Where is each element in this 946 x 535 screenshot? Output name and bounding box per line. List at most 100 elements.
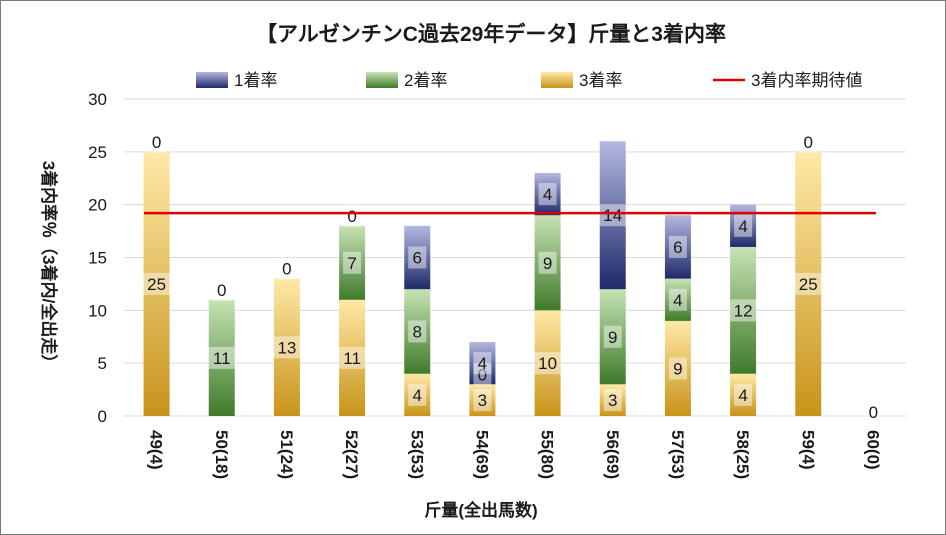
data-label-bg: [794, 272, 823, 295]
data-label: 14: [603, 206, 622, 225]
data-label: 4: [478, 354, 487, 373]
data-label-bg: [734, 383, 753, 406]
bar-segment: [599, 289, 626, 385]
bars: [143, 141, 822, 417]
data-label-bg: [212, 278, 231, 301]
bar-segment: [664, 320, 691, 416]
bar-segment: [534, 215, 561, 311]
gridlines: [124, 98, 906, 417]
bar-segment: [599, 141, 626, 290]
bar-segment: [273, 278, 300, 416]
data-label: 0: [869, 403, 878, 422]
data-label: 0: [217, 281, 226, 300]
data-label-bg: [473, 389, 492, 412]
data-label-bg: [408, 320, 427, 343]
data-label-bg: [734, 214, 753, 237]
data-label: 0: [804, 133, 813, 152]
chart-title: 【アルゼンチンC過去29年データ】斤量と3着内率: [256, 22, 726, 46]
data-label-bg: [799, 130, 818, 153]
bar-segment: [469, 342, 496, 385]
data-label: 6: [673, 238, 682, 257]
x-axis-ticks: 49(4) 50(18) 51(24) 52(27) 53(53) 54(69) 55(80…: [147, 430, 883, 479]
x-tick-label: 51(24): [277, 430, 296, 479]
bar-segment: [339, 225, 366, 300]
data-label-bg: [729, 299, 758, 322]
bar-segment: [143, 151, 170, 417]
data-label-bg: [864, 401, 883, 423]
legend-swatch: [541, 72, 573, 88]
y-tick-label: 10: [88, 301, 107, 320]
data-label-bg: [147, 130, 166, 153]
bar-segment: [730, 373, 757, 416]
data-label-bg: [668, 357, 687, 380]
data-label: 0: [347, 207, 356, 226]
y-tick-label: 0: [98, 407, 107, 426]
x-tick-label: 58(25): [733, 430, 752, 479]
legend-label: 1着率: [234, 71, 277, 90]
x-tick-label: 55(80): [538, 430, 557, 479]
data-label: 11: [213, 349, 231, 368]
data-label-bg: [598, 204, 627, 227]
data-label: 4: [413, 386, 422, 405]
bar-segment: [730, 204, 757, 247]
data-label-bg: [272, 336, 301, 359]
data-label: 25: [147, 275, 166, 294]
y-tick-label: 20: [88, 196, 107, 215]
data-label: 3: [608, 391, 617, 410]
bar-segment: [534, 172, 561, 216]
data-label-bg: [668, 288, 687, 311]
data-label-bg: [473, 363, 492, 386]
bar-segment: [404, 225, 431, 290]
x-tick-label: 54(69): [472, 430, 491, 479]
data-label: 12: [734, 301, 753, 320]
data-label: 4: [673, 291, 682, 310]
y-tick-label: 30: [88, 90, 107, 109]
data-label-bg: [533, 352, 562, 375]
data-label-bg: [668, 235, 687, 258]
data-label: 13: [277, 338, 296, 357]
data-label-bg: [343, 251, 362, 274]
bar-segment: [404, 373, 431, 416]
data-label-bg: [603, 325, 622, 348]
data-label: 4: [543, 185, 552, 204]
legend: 1着率 2着率 3着率 3着内率期待値: [196, 71, 862, 90]
x-tick-label: 50(18): [212, 430, 231, 479]
data-label-bg: [603, 389, 622, 412]
y-axis-title: 3着内率％（3着内/全出走）: [39, 161, 59, 372]
data-label-bg: [538, 183, 557, 206]
x-tick-label: 57(53): [668, 430, 687, 479]
data-label: 0: [152, 133, 161, 152]
x-tick-label: 59(4): [798, 430, 817, 470]
bar-segment: [664, 278, 691, 321]
x-tick-label: 52(27): [342, 430, 361, 479]
bar-segment: [664, 215, 691, 279]
data-label: 25: [799, 275, 818, 294]
x-axis-title: 斤量(全出馬数): [424, 500, 537, 520]
x-tick-label: 56(69): [603, 430, 622, 479]
bar-segment: [208, 299, 235, 416]
data-label: 6: [413, 249, 422, 268]
x-tick-label: 60(0): [863, 430, 882, 470]
legend-label: 2着率: [404, 71, 447, 90]
data-label: 9: [673, 359, 682, 378]
data-label: 11: [343, 349, 361, 368]
legend-swatch: [196, 72, 228, 88]
data-label: 3: [478, 391, 487, 410]
data-label: 9: [608, 328, 617, 347]
data-label: 4: [738, 386, 747, 405]
bar-segment: [795, 151, 822, 417]
data-label: 9: [543, 254, 552, 273]
y-tick-label: 5: [98, 354, 107, 373]
y-tick-label: 15: [88, 249, 107, 268]
bar-segment: [534, 310, 561, 416]
data-label: 7: [347, 254, 356, 273]
data-label-bg: [538, 251, 557, 274]
bar-segment: [404, 289, 431, 374]
data-label-bg: [473, 352, 492, 375]
y-tick-label: 25: [88, 143, 107, 162]
bar-segment: [469, 384, 496, 416]
legend-label: 3着率: [579, 71, 622, 90]
